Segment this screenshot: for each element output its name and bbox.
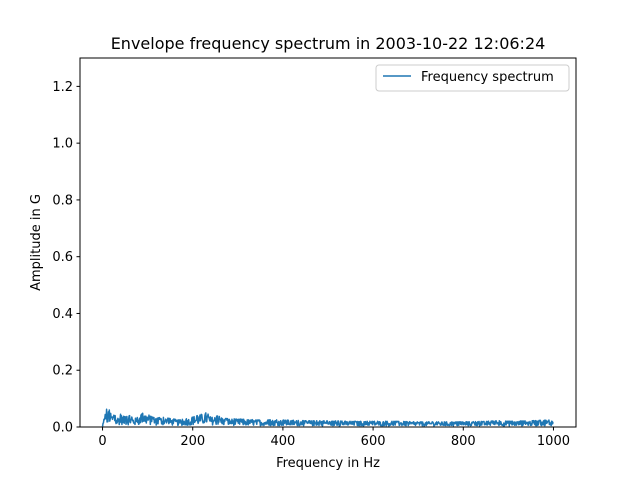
y-tick-label: 0.0 (52, 421, 73, 436)
x-tick-label: 400 (270, 434, 295, 449)
chart-title: Envelope frequency spectrum in 2003-10-2… (111, 34, 546, 53)
plot-area (101, 408, 554, 427)
y-tick-label: 0.2 (52, 364, 73, 379)
y-tick-label: 0.6 (52, 250, 73, 265)
y-axis-label: Amplitude in G (29, 194, 44, 291)
x-tick-label: 600 (361, 434, 386, 449)
x-tick-label: 0 (98, 434, 106, 449)
legend: Frequency spectrum (375, 64, 570, 92)
legend-box (375, 64, 570, 92)
x-axis: 0 200 400 600 800 1000 (98, 427, 570, 449)
y-tick-label: 1.0 (52, 137, 73, 152)
axes-frame (79, 57, 577, 428)
y-tick-label: 0.8 (52, 193, 73, 208)
x-tick-label: 800 (451, 434, 476, 449)
y-tick-label: 0.4 (52, 307, 73, 322)
y-tick-label: 1.2 (52, 80, 73, 95)
x-tick-label: 200 (180, 434, 205, 449)
x-tick-label: 1000 (537, 434, 570, 449)
y-axis: 0.0 0.2 0.4 0.6 0.8 1.0 1.2 (52, 80, 80, 436)
legend-label: Frequency spectrum (421, 70, 554, 85)
series-line-frequency-spectrum (101, 408, 554, 427)
x-axis-label: Frequency in Hz (276, 456, 380, 471)
